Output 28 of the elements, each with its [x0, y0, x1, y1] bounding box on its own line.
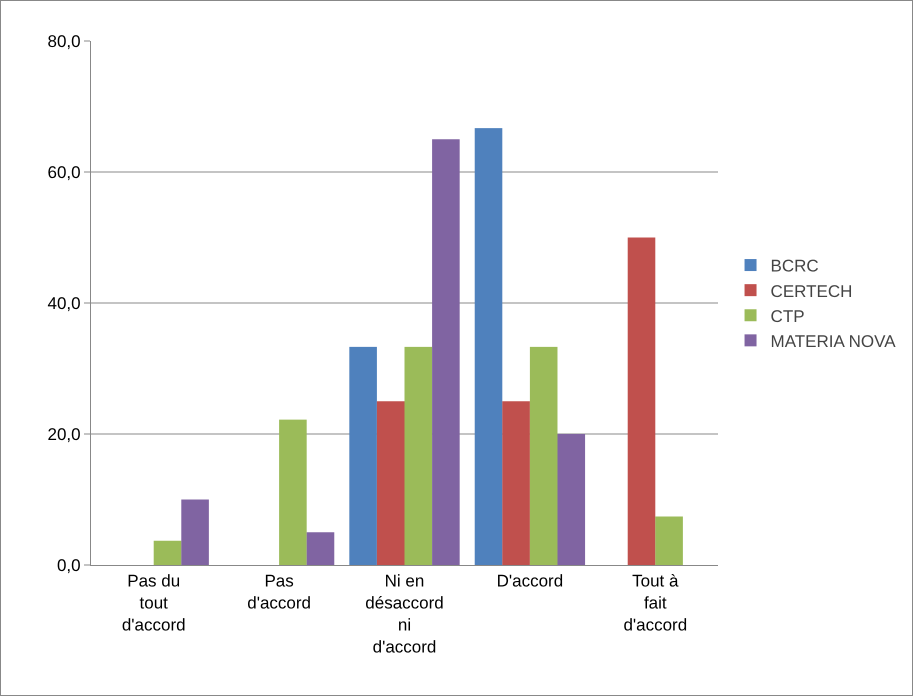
y-tick-label: 80,0: [48, 32, 81, 51]
bar: [154, 540, 182, 565]
bar: [502, 401, 530, 565]
bar: [474, 128, 502, 565]
y-tick-label: 40,0: [48, 294, 81, 313]
bar: [349, 346, 377, 565]
bar: [628, 238, 656, 565]
legend-label: MATERIA NOVA: [770, 332, 896, 351]
bar: [530, 346, 558, 565]
x-tick-label: Tout à fait d'accord: [623, 571, 688, 635]
bar: [404, 346, 432, 565]
y-tick-label: 60,0: [48, 162, 81, 182]
legend-label: BCRC: [770, 256, 819, 276]
bar: [376, 401, 404, 565]
y-tick-label: 0,0: [56, 556, 81, 575]
bar: [655, 516, 683, 565]
x-tick-label: Ni en désaccord ni d'accord: [365, 571, 444, 657]
bar: [432, 139, 460, 565]
x-tick-label: D'accord: [496, 571, 564, 590]
legend-label: CERTECH: [770, 282, 852, 301]
x-tick-label: Pas d'accord: [247, 571, 311, 612]
bar: [181, 500, 209, 565]
bar: [557, 434, 586, 565]
x-tick-label: Pas du tout d'accord: [122, 571, 186, 635]
bar: [279, 420, 307, 565]
bar: [306, 532, 334, 565]
legend-label: CTP: [770, 306, 805, 326]
y-tick-label: 20,0: [48, 424, 81, 444]
